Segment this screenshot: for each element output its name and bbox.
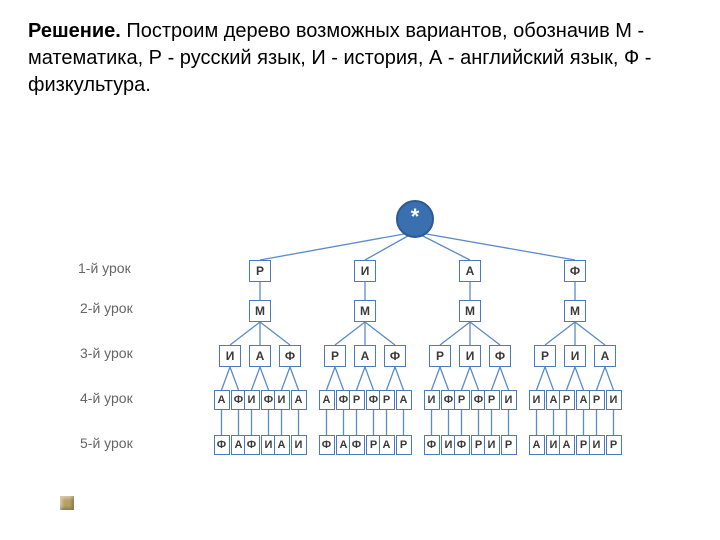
node-l5-0-1-0: Ф	[244, 435, 260, 455]
node-l4-2-2-0: Р	[484, 390, 500, 410]
node-l3-1-1: А	[354, 345, 376, 367]
node-l5-3-0-0: А	[529, 435, 545, 455]
node-l4-1-2-1: А	[396, 390, 412, 410]
node-l5-3-1-0: А	[559, 435, 575, 455]
node-l5-3-2-1: Р	[606, 435, 622, 455]
node-l5-2-1-0: Ф	[454, 435, 470, 455]
node-l3-1-2: Ф	[384, 345, 406, 367]
node-l3-0-1: А	[249, 345, 271, 367]
node-l5-2-2-0: И	[484, 435, 500, 455]
node-l3-1-0: Р	[324, 345, 346, 367]
tree-root: *	[396, 200, 434, 238]
node-l5-0-2-0: А	[274, 435, 290, 455]
node-l4-0-2-0: И	[274, 390, 290, 410]
node-l1-0: Р	[249, 260, 271, 282]
node-l5-1-2-1: Р	[396, 435, 412, 455]
node-l5-2-2-1: Р	[501, 435, 517, 455]
node-l4-2-0-0: И	[424, 390, 440, 410]
node-l4-3-0-0: И	[529, 390, 545, 410]
node-l1-1: И	[354, 260, 376, 282]
tree-diagram: *РМИАФФААИФФИФИААИИМРАФФААРФФРФРААРАМРИФ…	[80, 200, 680, 500]
node-l5-1-2-0: А	[379, 435, 395, 455]
node-l4-2-1-0: Р	[454, 390, 470, 410]
node-l4-3-2-1: И	[606, 390, 622, 410]
node-l5-1-1-0: Ф	[349, 435, 365, 455]
node-l4-2-2-1: И	[501, 390, 517, 410]
slide-bullet-icon	[60, 496, 74, 510]
node-l3-2-1: И	[459, 345, 481, 367]
node-l4-3-2-0: Р	[589, 390, 605, 410]
node-l3-2-0: Р	[429, 345, 451, 367]
node-l2-1: М	[354, 300, 376, 322]
node-l2-2: М	[459, 300, 481, 322]
node-l5-0-2-1: И	[291, 435, 307, 455]
heading-rest: Построим дерево возможных вариантов, обо…	[28, 20, 651, 96]
node-l4-3-1-0: Р	[559, 390, 575, 410]
node-l5-0-0-0: Ф	[214, 435, 230, 455]
node-l3-0-0: И	[219, 345, 241, 367]
node-l4-0-1-0: И	[244, 390, 260, 410]
node-l3-3-0: Р	[534, 345, 556, 367]
node-l4-1-2-0: Р	[379, 390, 395, 410]
node-l4-0-2-1: А	[291, 390, 307, 410]
node-l2-3: М	[564, 300, 586, 322]
node-l3-3-2: А	[594, 345, 616, 367]
node-l5-2-0-0: Ф	[424, 435, 440, 455]
node-l2-0: М	[249, 300, 271, 322]
node-l4-1-0-0: А	[319, 390, 335, 410]
node-l5-1-0-0: Ф	[319, 435, 335, 455]
node-l4-0-0-0: А	[214, 390, 230, 410]
node-l3-2-2: Ф	[489, 345, 511, 367]
node-l5-3-2-0: И	[589, 435, 605, 455]
heading-text: Решение. Построим дерево возможных вариа…	[0, 0, 720, 99]
node-l1-2: А	[459, 260, 481, 282]
node-l3-0-2: Ф	[279, 345, 301, 367]
node-l4-1-1-0: Р	[349, 390, 365, 410]
node-l3-3-1: И	[564, 345, 586, 367]
heading-bold: Решение.	[28, 20, 121, 42]
node-l1-3: Ф	[564, 260, 586, 282]
